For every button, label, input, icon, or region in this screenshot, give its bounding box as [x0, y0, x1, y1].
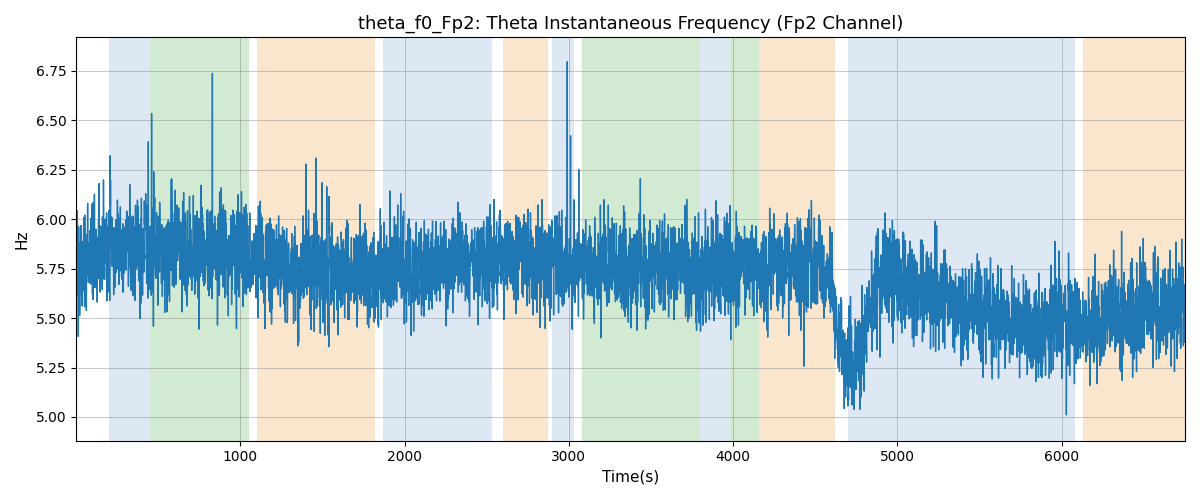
Bar	[150, 38, 248, 440]
Y-axis label: Hz: Hz	[14, 230, 30, 249]
Bar	[1084, 38, 1184, 440]
Bar	[730, 38, 760, 440]
Bar	[383, 38, 492, 440]
Title: theta_f0_Fp2: Theta Instantaneous Frequency (Fp2 Channel): theta_f0_Fp2: Theta Instantaneous Freque…	[358, 15, 904, 34]
Bar	[760, 38, 835, 440]
Bar	[848, 38, 1075, 440]
Bar	[257, 38, 376, 440]
X-axis label: Time(s): Time(s)	[602, 470, 659, 485]
Bar	[552, 38, 574, 440]
Bar	[503, 38, 547, 440]
Bar	[582, 38, 701, 440]
Bar	[701, 38, 730, 440]
Bar	[109, 38, 150, 440]
